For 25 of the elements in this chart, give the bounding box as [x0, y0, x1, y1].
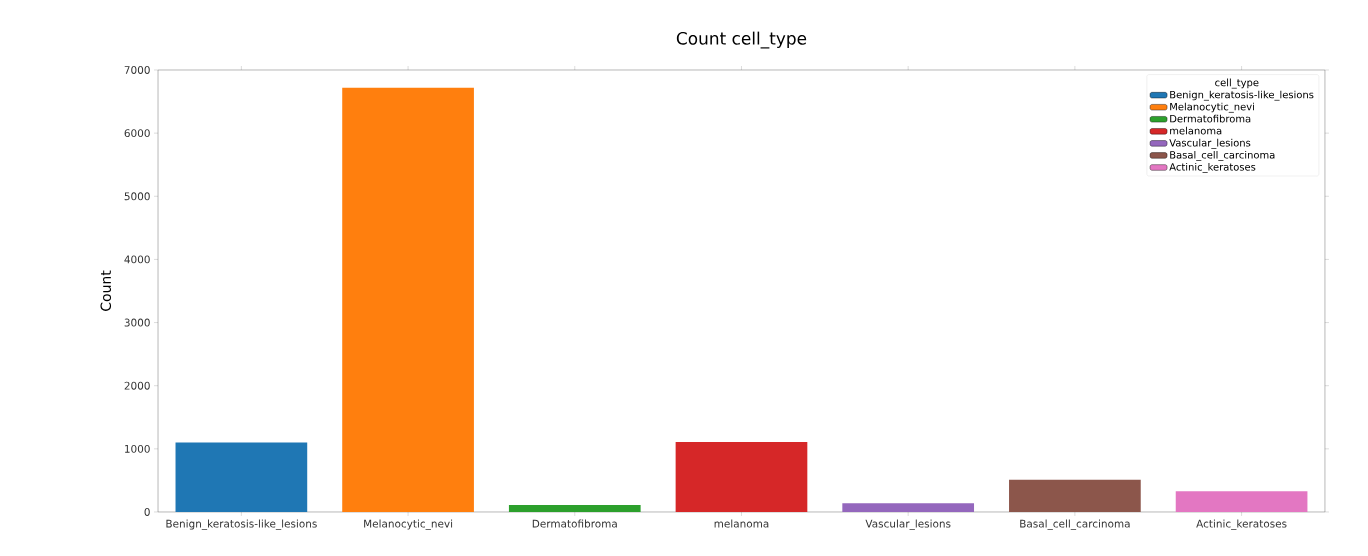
x-tick-label: Vascular_lesions [865, 519, 951, 530]
x-tick-label: Actinic_keratoses [1196, 519, 1287, 530]
legend-label: Dermatofibroma [1170, 114, 1251, 123]
legend-title: cell_type [1215, 78, 1259, 89]
legend-label: Vascular_lesions [1169, 138, 1251, 149]
y-tick-label: 3000 [124, 318, 150, 327]
legend-label: Basal_cell_carcinoma [1170, 150, 1275, 161]
y-tick-label: 7000 [124, 66, 150, 74]
x-tick-label: Dermatofibroma [532, 519, 617, 528]
y-tick-label: 6000 [124, 129, 150, 138]
x-tick-label: Melanocytic_nevi [364, 519, 453, 530]
x-tick-label: Basal_cell_carcinoma [1020, 519, 1130, 530]
y-tick-label: 4000 [124, 255, 150, 264]
legend-label: melanoma [1170, 126, 1222, 135]
y-tick-label: 1000 [125, 444, 150, 453]
legend-label: Melanocytic_nevi [1170, 102, 1254, 113]
x-tick-label: melanoma [714, 519, 769, 528]
y-tick-label: 5000 [124, 192, 150, 201]
chart-title: Count cell_type [676, 31, 807, 49]
y-axis-title: Count [100, 270, 112, 311]
y-tick-label: 2000 [124, 381, 150, 390]
x-tick-label: Benign_keratosis-like_lesions [166, 519, 317, 530]
legend-label: Actinic_keratoses [1169, 162, 1256, 173]
y-tick-label: 0 [144, 508, 150, 516]
legend-label: Benign_keratosis-like_lesions [1170, 90, 1314, 101]
